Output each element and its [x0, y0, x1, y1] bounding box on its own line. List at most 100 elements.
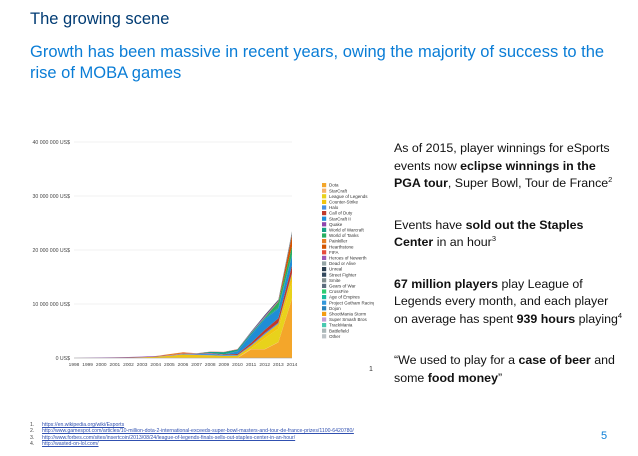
y-tick-label: 0 US$	[56, 356, 71, 362]
legend-swatch	[322, 188, 327, 193]
point-text: As of 2015, player winnings for eSports …	[394, 141, 610, 173]
legend-swatch	[322, 272, 327, 277]
y-tick-label: 30 000 000 US$	[33, 194, 71, 200]
x-tick-label: 2012	[259, 362, 270, 368]
point-text: “We used to play for a	[394, 353, 519, 367]
legend-swatch	[322, 283, 327, 288]
legend-label: Unreal	[329, 267, 342, 272]
legend-swatch	[322, 222, 327, 227]
legend-swatch	[322, 250, 327, 255]
emphasis-text: eclipse winnings in the PGA tour	[394, 158, 596, 191]
point-text: in an hour	[433, 235, 492, 249]
footnote-item: 3. http://www.forbes.com/sites/insertcoin…	[30, 435, 354, 441]
legend-swatch	[322, 317, 327, 322]
key-point-3: 67 million players play League of Legend…	[394, 276, 624, 329]
point-text: ”	[497, 370, 503, 385]
legend-swatch	[322, 306, 327, 311]
chart-source-marker: 1	[369, 366, 373, 373]
page-number: 5	[601, 430, 608, 442]
legend-swatch	[322, 244, 327, 249]
footnote-number: 3.	[30, 434, 35, 441]
x-tick-label: 2006	[178, 362, 189, 368]
x-tick-label: 2009	[219, 362, 230, 368]
x-tick-label: 1999	[82, 362, 93, 368]
legend-label: StarCraft	[329, 188, 348, 193]
legend-swatch	[322, 267, 327, 272]
point-text: and some	[394, 353, 615, 385]
legend-swatch	[322, 278, 327, 283]
legend-swatch	[322, 205, 327, 210]
footnote-item: 4. http://wasted-on-lol.com/	[30, 441, 354, 447]
x-tick-label: 2004	[150, 362, 161, 368]
legend-label: Quake	[329, 222, 343, 227]
legend-swatch	[322, 194, 327, 199]
legend-label: CrossFire	[329, 289, 349, 294]
footnote-link[interactable]: https://en.wikipedia.org/wiki/Esports	[42, 422, 125, 428]
legend-label: Dead or Alive	[329, 261, 356, 266]
legend-label: Age of Empires	[329, 295, 361, 300]
key-point-1: As of 2015, player winnings for eSports …	[394, 140, 624, 193]
slide-title: The growing scene	[30, 10, 170, 28]
footnote-link[interactable]: http://www.forbes.com/sites/insertcoin/2…	[42, 434, 296, 441]
emphasis-text: 67 million players	[394, 276, 498, 291]
legend-label: FIFA	[329, 250, 339, 255]
legend-label: Counter-Strike	[329, 200, 359, 205]
footnote-item: 1. https://en.wikipedia.org/wiki/Esports	[30, 422, 354, 428]
x-tick-label: 2014	[287, 362, 298, 368]
legend-swatch	[322, 183, 327, 188]
legend-label: Battlefield	[329, 328, 349, 333]
legend-label: World of Tanks	[329, 233, 359, 238]
area-series-dota	[74, 298, 292, 358]
footnote-ref: 4	[617, 310, 623, 320]
footnote-link[interactable]: http://www.gamespot.com/articles/10-mill…	[42, 428, 354, 435]
legend-label: Street Fighter	[329, 272, 357, 277]
emphasis-text: food money	[427, 370, 498, 385]
x-tick-label: 2000	[96, 362, 107, 368]
slide-subtitle: Growth has been massive in recent years,…	[30, 43, 605, 82]
footnote-link[interactable]: http://wasted-on-lol.com/	[42, 440, 99, 447]
legend-swatch	[322, 328, 327, 333]
legend-label: Other	[329, 334, 341, 339]
legend-swatch	[322, 227, 327, 232]
footnote-number: 4.	[30, 440, 35, 447]
footnote-number: 2.	[30, 428, 35, 435]
esports-prize-chart: 0 US$ 10 000 000 US$ 20 000 000 US$ 30 000 …	[33, 140, 375, 368]
y-tick-label: 20 000 000 US$	[33, 248, 71, 254]
legend-swatch	[322, 295, 327, 300]
legend-label: ShootMania Storm	[329, 312, 367, 317]
legend-swatch	[322, 289, 327, 294]
x-tick-label: 2001	[110, 362, 121, 368]
legend-label: Heroes of Newerth	[329, 256, 367, 261]
legend-swatch	[322, 255, 327, 260]
key-point-2: Events have sold out the Staples Center …	[394, 217, 624, 252]
legend-swatch	[322, 334, 327, 339]
x-tick-label: 2007	[191, 362, 202, 368]
x-tick-label: 1998	[69, 362, 80, 368]
x-tick-label: 2002	[123, 362, 134, 368]
x-tick-label: 2005	[164, 362, 175, 368]
legend-swatch	[322, 199, 327, 204]
legend-swatch	[322, 233, 327, 238]
legend-label: Halo	[329, 205, 339, 210]
point-text: Events have	[394, 217, 466, 232]
legend-swatch	[322, 216, 327, 221]
legend-swatch	[322, 261, 327, 266]
legend-swatch	[322, 211, 327, 216]
footnote-item: 2. http://www.gamespot.com/articles/10-mi…	[30, 428, 354, 434]
legend-label: Hearthstone	[329, 244, 354, 249]
area-series-league-of-legends	[74, 282, 292, 358]
x-tick-label: 2008	[205, 362, 216, 368]
legend-label: StarCraft II	[329, 216, 351, 221]
legend-swatch	[322, 239, 327, 244]
x-tick-label: 2003	[137, 362, 148, 368]
x-tick-label: 2013	[273, 362, 284, 368]
legend-label: Painkiller	[329, 239, 348, 244]
key-points: As of 2015, player winnings for eSports …	[394, 140, 624, 411]
legend-label: World of Warcraft	[329, 228, 365, 233]
legend-label: Project Gotham Racing	[329, 300, 374, 305]
emphasis-text: case of beer	[518, 353, 591, 367]
key-point-4: “We used to play for a case of beer and …	[394, 352, 624, 387]
legend-label: Call of Duty	[329, 211, 353, 216]
legend-label: TrackMania	[329, 323, 353, 328]
footnotes: 1. https://en.wikipedia.org/wiki/Esports 2…	[30, 422, 354, 447]
